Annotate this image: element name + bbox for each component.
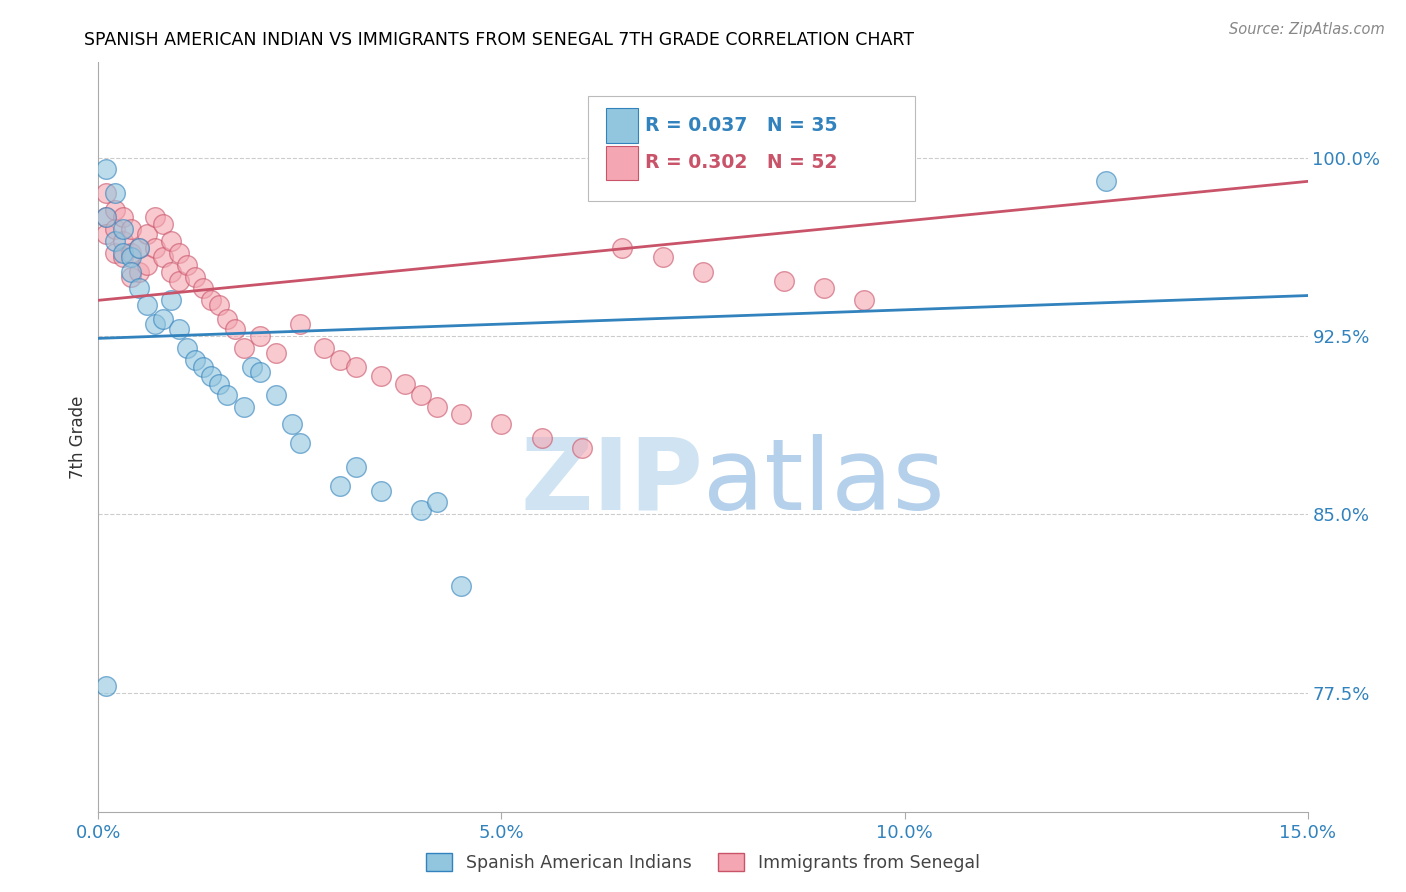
Point [111, 245, 134, 260]
Point [143, 317, 166, 331]
Point [853, 293, 876, 308]
Point [491, 417, 513, 431]
Point [103, 234, 125, 248]
FancyBboxPatch shape [588, 96, 915, 201]
Point [96, 227, 118, 241]
Point [128, 241, 150, 255]
Point [103, 222, 125, 236]
Point [184, 352, 207, 367]
Point [111, 222, 134, 236]
Point [571, 441, 593, 455]
Point [193, 281, 215, 295]
Point [450, 408, 472, 422]
Point [167, 245, 190, 260]
Point [135, 227, 157, 241]
Point [120, 251, 142, 265]
Point [120, 222, 142, 236]
Point [200, 369, 222, 384]
Point [232, 341, 254, 355]
Point [96, 162, 118, 177]
Point [329, 479, 352, 493]
Point [344, 459, 367, 474]
Point [329, 352, 352, 367]
Point [143, 241, 166, 255]
Point [224, 322, 246, 336]
Point [111, 234, 134, 248]
Text: ZIP: ZIP [520, 434, 703, 531]
Point [370, 369, 392, 384]
Point [120, 269, 142, 284]
Point [240, 359, 263, 374]
Point [160, 234, 183, 248]
Point [288, 317, 311, 331]
Text: Source: ZipAtlas.com: Source: ZipAtlas.com [1229, 22, 1385, 37]
Point [96, 210, 118, 224]
Point [288, 436, 311, 450]
Point [426, 495, 449, 509]
Y-axis label: 7th Grade: 7th Grade [69, 395, 87, 479]
Point [200, 293, 222, 308]
Point [772, 274, 794, 288]
Point [1095, 174, 1118, 188]
Point [103, 202, 125, 217]
Text: SPANISH AMERICAN INDIAN VS IMMIGRANTS FROM SENEGAL 7TH GRADE CORRELATION CHART: SPANISH AMERICAN INDIAN VS IMMIGRANTS FR… [84, 31, 914, 49]
Text: R = 0.037   N = 35: R = 0.037 N = 35 [645, 116, 838, 135]
Point [176, 258, 198, 272]
Point [344, 359, 367, 374]
Point [111, 210, 134, 224]
Point [135, 298, 157, 312]
Point [281, 417, 304, 431]
Point [96, 679, 118, 693]
Point [160, 293, 183, 308]
Point [264, 345, 287, 359]
Point [152, 217, 174, 231]
Point [264, 388, 287, 402]
FancyBboxPatch shape [606, 108, 638, 143]
Point [193, 359, 215, 374]
Point [692, 265, 714, 279]
Point [103, 245, 125, 260]
FancyBboxPatch shape [606, 145, 638, 180]
Point [128, 281, 150, 295]
Point [426, 401, 449, 415]
Point [394, 376, 416, 391]
Point [176, 341, 198, 355]
Point [143, 210, 166, 224]
Point [135, 258, 157, 272]
Point [813, 281, 835, 295]
Legend: Spanish American Indians, Immigrants from Senegal: Spanish American Indians, Immigrants fro… [419, 847, 987, 879]
Point [111, 251, 134, 265]
Point [167, 322, 190, 336]
Point [208, 298, 231, 312]
Text: atlas: atlas [703, 434, 945, 531]
Point [217, 312, 239, 326]
Point [128, 241, 150, 255]
Point [651, 251, 673, 265]
Point [120, 245, 142, 260]
Point [152, 251, 174, 265]
Point [160, 265, 183, 279]
Point [96, 210, 118, 224]
Point [217, 388, 239, 402]
Point [232, 401, 254, 415]
Point [314, 341, 336, 355]
Point [96, 186, 118, 201]
Point [208, 376, 231, 391]
Point [152, 312, 174, 326]
Point [128, 265, 150, 279]
Point [120, 265, 142, 279]
Point [249, 365, 271, 379]
Text: R = 0.302   N = 52: R = 0.302 N = 52 [645, 153, 838, 172]
Point [167, 274, 190, 288]
Point [409, 502, 432, 516]
Point [409, 388, 432, 402]
Point [612, 241, 634, 255]
Point [103, 186, 125, 201]
Point [370, 483, 392, 498]
Point [184, 269, 207, 284]
Point [450, 579, 472, 593]
Point [249, 329, 271, 343]
Point [530, 431, 553, 445]
